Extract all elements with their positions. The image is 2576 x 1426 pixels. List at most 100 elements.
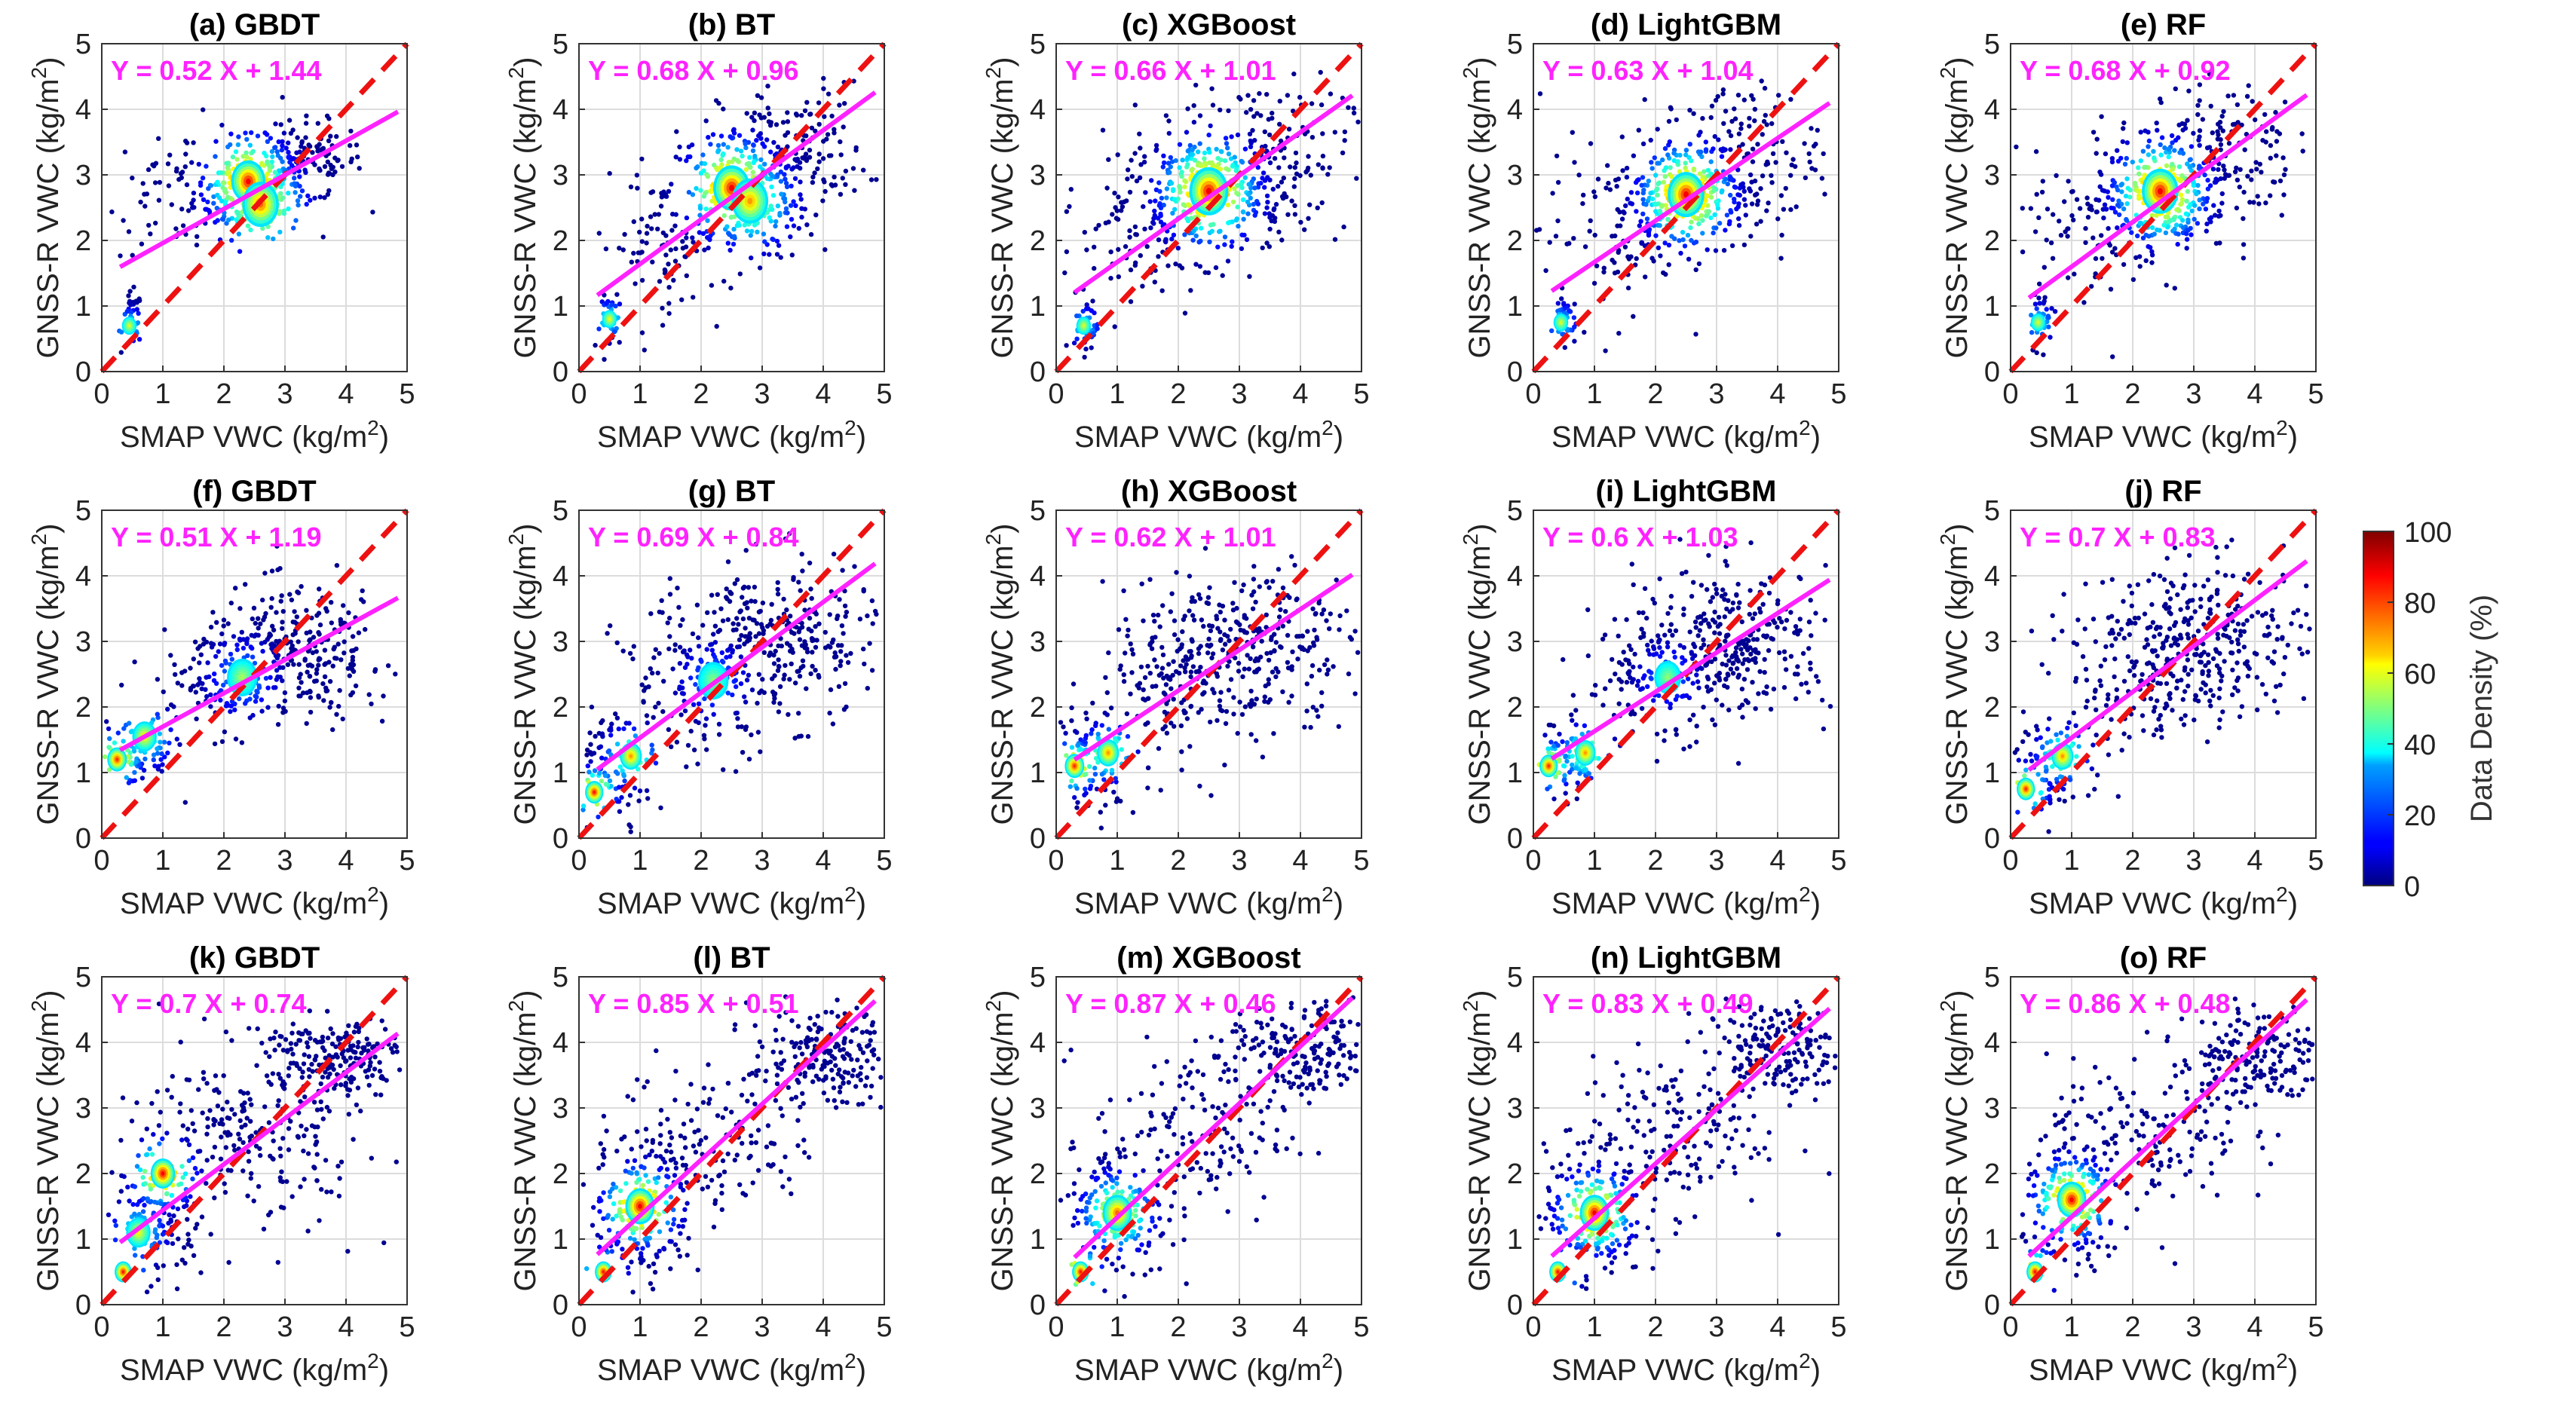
data-point [1132,103,1138,108]
data-point [2216,213,2222,219]
data-point [2083,240,2088,246]
data-point [1218,148,1224,155]
data-point [2110,354,2115,360]
data-point [675,586,680,591]
x-tick-label: 0 [1525,378,1541,410]
data-point [2225,93,2231,99]
data-point [295,198,301,203]
data-point [749,256,754,261]
data-point [1309,674,1315,679]
data-point [194,716,199,721]
data-point [1235,730,1240,736]
data-point [1205,595,1211,600]
data-point [198,192,204,197]
data-point [1071,681,1077,687]
data-point [813,644,819,650]
data-point [1292,562,1297,568]
data-point [694,165,699,171]
data-point [237,606,243,611]
data-point [1815,127,1820,133]
data-point [1064,249,1070,255]
x-tick-label: 0 [1048,378,1064,410]
data-point [1207,585,1212,590]
data-point [327,705,332,710]
data-point [330,172,335,178]
data-point [1202,546,1208,551]
data-point [1179,173,1184,179]
data-point [2124,176,2130,182]
data-point [747,155,752,161]
data-point [1668,165,1673,170]
regression-equation: Y = 0.66 X + 1.01 [1065,55,1276,86]
y-tick-label: 2 [75,225,91,257]
data-point [672,223,678,228]
data-point [783,206,789,211]
data-point [1665,216,1671,222]
data-point [797,637,803,642]
data-point [1351,106,1357,111]
x-tick-label: 1 [632,378,648,410]
data-point [1688,225,1693,231]
regression-equation: Y = 0.68 X + 0.92 [2020,55,2231,86]
data-point [698,188,703,193]
data-point [762,161,767,167]
data-point [1140,283,1145,289]
y-tick-label: 1 [1030,757,1046,789]
data-point [1595,176,1601,182]
data-point [1666,262,1671,268]
data-point [316,694,321,700]
data-point [807,616,813,621]
data-point [293,218,299,223]
data-point [758,157,764,163]
data-point [254,694,259,699]
data-point [1175,637,1181,642]
data-point [2196,137,2201,143]
data-point [277,675,283,680]
data-point [107,736,112,742]
data-point [134,307,139,312]
data-point [1307,202,1313,207]
data-point [1217,703,1223,709]
data-point [1808,666,1813,672]
data-point [743,626,748,631]
data-point [1177,671,1182,676]
data-point [1580,200,1585,207]
data-point [743,141,748,146]
data-point [1241,582,1246,588]
y-tick-label: 0 [553,356,568,388]
y-tick-label: 4 [75,561,91,592]
data-point [168,653,173,658]
data-point [2158,96,2163,102]
data-point [350,657,355,663]
data-point [1656,245,1662,250]
x-tick-label: 1 [2063,378,2079,410]
data-point [2234,102,2241,108]
data-point [1239,160,1245,165]
data-point [2203,207,2209,212]
data-point [1160,652,1166,658]
data-point [1809,126,1814,131]
data-point [2108,286,2114,292]
data-point [320,681,326,687]
data-point [841,124,846,130]
density-core [729,185,734,191]
data-point [832,650,838,656]
data-point [1218,228,1223,234]
data-point [182,669,188,674]
data-point [272,170,278,175]
data-point [2180,127,2185,133]
data-point [283,145,289,151]
data-point [159,769,164,774]
data-point [785,210,790,216]
data-point [1093,721,1098,726]
data-point [1095,326,1100,332]
data-point [2137,254,2143,259]
data-point [1310,705,1316,710]
data-point [299,680,304,685]
data-point [1124,711,1130,717]
data-point [650,670,655,676]
data-point [2069,213,2075,219]
data-point [1277,121,1282,127]
data-point [1202,150,1208,156]
data-point [636,250,642,256]
